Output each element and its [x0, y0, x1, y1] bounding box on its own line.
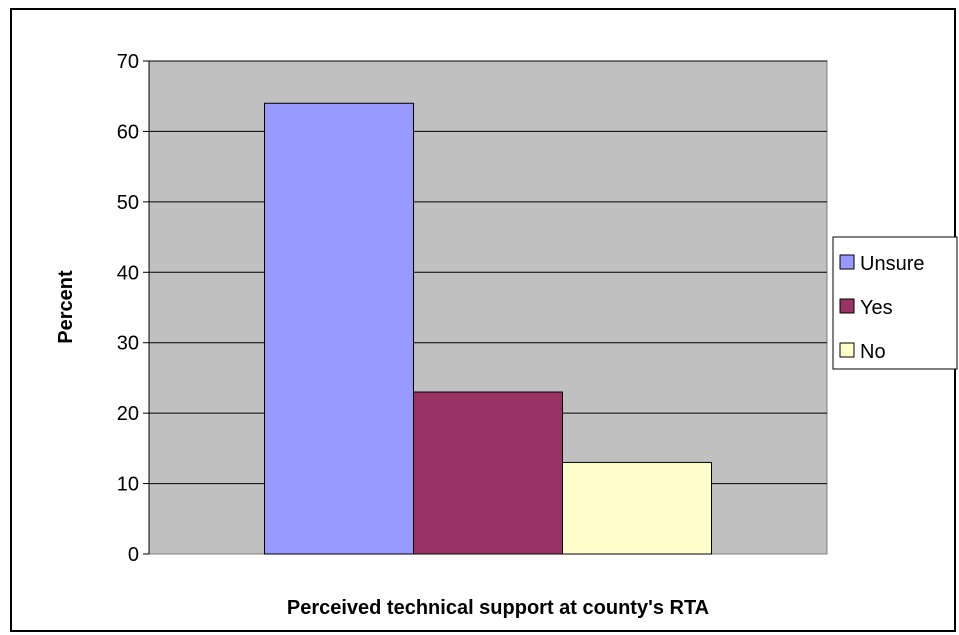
- bar-chart: 0 10 20 30 40 50 60 70 Percent Perceived techni…: [55, 51, 958, 619]
- y-tick-label: 70: [117, 51, 139, 73]
- legend-items: Unsure Yes No: [839, 253, 924, 363]
- y-tick-label: 40: [117, 262, 139, 284]
- legend-label-no: No: [860, 341, 886, 363]
- bars: [264, 102, 712, 555]
- legend-swatch-no: [839, 342, 855, 358]
- y-axis-title: Percent: [55, 270, 77, 344]
- bar-no: [562, 461, 712, 555]
- y-tick-label: 60: [117, 121, 139, 143]
- y-axis: 0 10 20 30 40 50 60 70: [117, 51, 150, 566]
- plot-area: [148, 60, 828, 555]
- chart-frame: 0 10 20 30 40 50 60 70 Percent Perceived techni…: [10, 8, 958, 632]
- legend: Unsure Yes No: [832, 236, 958, 370]
- y-ticks: 0 10 20 30 40 50 60 70: [117, 51, 149, 566]
- bar-yes: [413, 391, 563, 555]
- y-tick-label: 50: [117, 192, 139, 214]
- legend-swatch-yes: [839, 298, 855, 314]
- y-tick-label: 20: [117, 403, 139, 425]
- bar-unsure: [264, 102, 414, 555]
- y-tick-label: 0: [128, 544, 139, 566]
- x-axis-title: Perceived technical support at county's …: [287, 597, 709, 619]
- gridlines: [149, 60, 827, 485]
- y-tick-label: 10: [117, 474, 139, 496]
- y-tick-label: 30: [117, 333, 139, 355]
- legend-label-unsure: Unsure: [860, 253, 924, 275]
- legend-label-yes: Yes: [860, 297, 893, 319]
- legend-swatch-unsure: [839, 254, 855, 270]
